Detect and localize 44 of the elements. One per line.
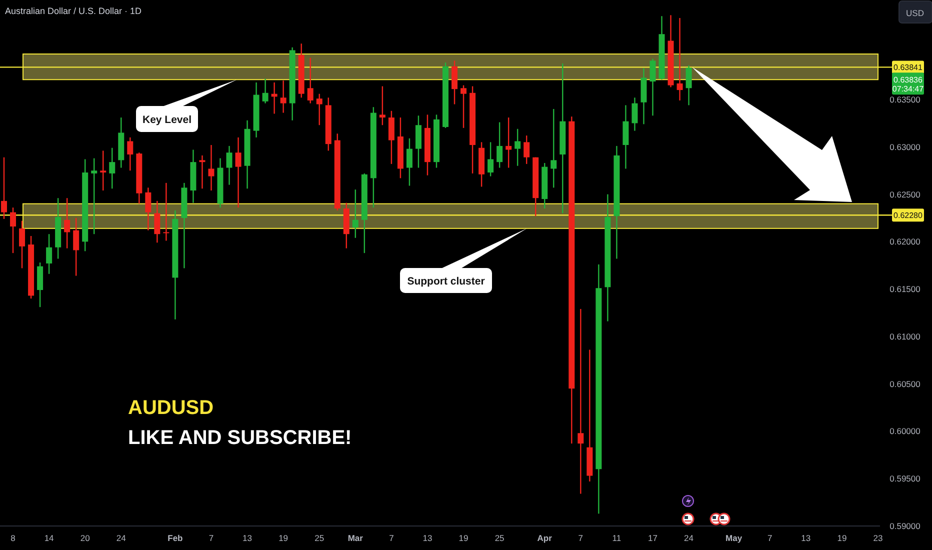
x-tick-label: Feb <box>168 533 183 543</box>
band-label: Support cluster <box>407 276 485 288</box>
y-tick-label: 0.60000 <box>890 426 921 436</box>
y-tick-label: 0.62500 <box>890 189 921 200</box>
x-tick-label: 25 <box>494 533 505 543</box>
annotation: 0.63836 <box>894 76 924 85</box>
x-tick-label: 20 <box>80 533 90 543</box>
x-tick-label: Mar <box>348 533 364 543</box>
y-tick-label: 0.59000 <box>890 521 921 531</box>
band-label: Key Level <box>142 114 192 126</box>
y-tick-label: 0.62000 <box>890 236 921 247</box>
x-tick-label: May <box>726 533 742 543</box>
x-tick-label: 19 <box>278 533 288 543</box>
y-tick-label: 0.61500 <box>890 284 921 294</box>
x-tick-label: 11 <box>612 533 622 543</box>
ref-line-label: 0.63841 <box>894 63 924 72</box>
x-tick-label: 7 <box>578 533 584 543</box>
annotation: LIKE AND SUBSCRIBE! <box>128 427 352 449</box>
y-tick-label: 0.63000 <box>890 142 921 152</box>
x-tick-label: 24 <box>684 533 694 543</box>
annotation: AUDUSD <box>128 397 214 419</box>
x-tick-label: 14 <box>44 533 54 543</box>
ref-line-label: 0.62280 <box>894 211 924 220</box>
x-tick-label: 13 <box>801 533 811 543</box>
x-tick-label: 24 <box>116 533 126 543</box>
x-tick-label: 19 <box>837 533 847 543</box>
text: USD <box>906 8 924 18</box>
x-tick-label: 13 <box>242 533 252 543</box>
x-tick-label: 23 <box>873 533 883 543</box>
y-tick-label: 0.63500 <box>890 94 921 105</box>
x-tick-label: 7 <box>768 533 773 543</box>
y-tick-label: 0.61000 <box>890 331 921 342</box>
y-tick-label: 0.59500 <box>890 474 921 484</box>
y-tick-label: 0.60500 <box>890 378 921 389</box>
x-tick-label: 13 <box>422 533 432 543</box>
x-tick-label: 19 <box>458 533 469 543</box>
x-tick-label: Apr <box>537 533 553 543</box>
x-tick-label: 7 <box>389 533 394 543</box>
x-tick-label: 8 <box>10 533 16 543</box>
text: Australian Dollar / U.S. Dollar · 1D <box>5 6 142 16</box>
text: 07:34:47 <box>892 84 924 94</box>
x-tick-label: 7 <box>208 533 214 543</box>
x-tick-label: 17 <box>648 533 658 543</box>
x-tick-label: 25 <box>314 533 324 543</box>
